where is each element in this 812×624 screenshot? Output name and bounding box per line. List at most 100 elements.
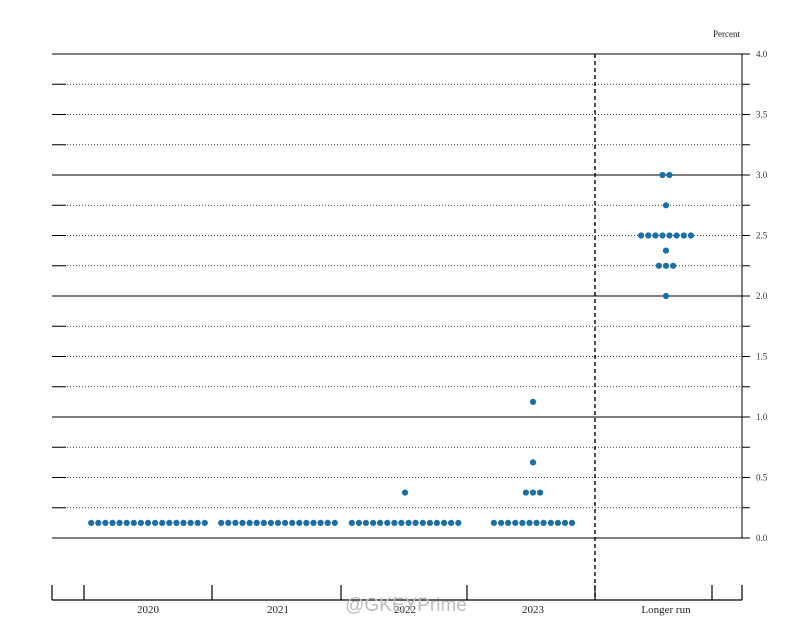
- dot-point: [455, 519, 462, 527]
- dot-point: [662, 247, 670, 254]
- dot-point: [412, 519, 419, 527]
- dot-point: [645, 232, 652, 239]
- x-axis: 2020 2021 2022 2023 Longer run: [51, 585, 743, 616]
- dot-point: [519, 519, 526, 527]
- y-tick-label: 1.5: [756, 352, 768, 362]
- dot-point: [666, 171, 673, 179]
- dot-point: [137, 519, 144, 527]
- dot-point: [289, 519, 296, 527]
- dot-point: [116, 519, 123, 527]
- x-category-label: 2020: [137, 604, 160, 616]
- dot-point: [540, 519, 547, 527]
- dot-point: [331, 519, 338, 527]
- dot-point: [303, 519, 310, 527]
- dot-point: [377, 519, 384, 527]
- dot-point: [673, 232, 680, 239]
- dot-point: [218, 519, 225, 527]
- dot-point: [246, 519, 253, 527]
- dot-point: [194, 519, 201, 527]
- dot-point: [109, 519, 116, 527]
- y-tick-label: 0.5: [756, 473, 768, 483]
- dot-point: [670, 262, 677, 269]
- y-tick-label: 1.0: [756, 412, 768, 422]
- dot-point: [547, 519, 554, 527]
- dot-point: [384, 519, 391, 527]
- dot-point: [490, 519, 497, 527]
- dot-point: [324, 519, 331, 527]
- dot-point: [123, 519, 130, 527]
- dot-point: [561, 519, 569, 527]
- dot-point: [687, 232, 695, 239]
- dot-point: [355, 519, 362, 527]
- dot-point: [526, 519, 533, 527]
- dot-point: [529, 489, 537, 496]
- dots: [88, 171, 695, 527]
- dot-point: [522, 489, 530, 496]
- dot-point: [659, 232, 666, 239]
- dot-point: [568, 519, 576, 527]
- dot-point: [282, 519, 289, 527]
- dot-point: [554, 519, 562, 527]
- dot-point: [662, 292, 670, 300]
- dot-point: [260, 519, 267, 527]
- dot-point: [159, 519, 166, 527]
- dot-point: [317, 519, 324, 527]
- dot-point: [239, 519, 246, 527]
- gridlines: [52, 53, 742, 539]
- dot-point: [152, 519, 159, 527]
- y-tick-label: 3.5: [756, 110, 768, 120]
- y-tick-label: 4.0: [756, 49, 768, 59]
- dot-point: [498, 519, 505, 527]
- y-tick-label: 3.0: [756, 170, 768, 180]
- watermark-text: @GKEYPrime: [345, 595, 467, 616]
- dot-point: [537, 489, 544, 496]
- dot-point: [398, 519, 405, 527]
- dot-point: [88, 519, 95, 527]
- dot-point: [505, 519, 512, 527]
- dot-point: [267, 519, 274, 527]
- dot-point: [662, 202, 670, 209]
- dot-point: [201, 519, 208, 527]
- dot-point: [441, 519, 448, 527]
- x-category-label: 2023: [522, 604, 545, 616]
- dot-point: [370, 519, 377, 527]
- dot-point: [166, 519, 173, 527]
- dot-point: [405, 519, 412, 527]
- x-category-label: 2021: [267, 604, 289, 616]
- dot-point: [173, 519, 180, 527]
- y-axis: 4.0 3.5 3.0 2.5 2.0 1.5 1.0 0.5 0.0: [52, 49, 768, 543]
- dot-point: [638, 232, 645, 239]
- y-tick-label: 2.5: [756, 231, 768, 241]
- y-tick-label: 0.0: [756, 533, 768, 543]
- dot-point: [652, 232, 659, 239]
- dot-point: [529, 398, 537, 405]
- dot-point: [253, 519, 260, 527]
- dot-point: [144, 519, 152, 527]
- dot-point: [426, 519, 433, 527]
- dot-point: [296, 519, 303, 527]
- dot-point: [655, 262, 663, 269]
- dot-point: [680, 232, 687, 239]
- x-category-label: 2022: [394, 604, 416, 616]
- dot-point: [448, 519, 455, 527]
- dot-point: [666, 232, 673, 239]
- dot-point: [310, 519, 317, 527]
- dot-point: [362, 519, 369, 527]
- dot-point: [102, 519, 109, 527]
- dot-point: [187, 519, 194, 527]
- dot-point: [533, 519, 540, 527]
- y-tick-label: 2.0: [756, 291, 768, 301]
- dot-point: [225, 519, 232, 527]
- dot-point: [419, 519, 426, 527]
- dot-point: [433, 519, 440, 527]
- dot-point: [391, 519, 398, 527]
- dot-point: [274, 519, 282, 527]
- dot-point: [95, 519, 102, 527]
- dot-point: [401, 489, 409, 496]
- y-axis-unit-label: Percent: [713, 29, 740, 39]
- dot-point: [180, 519, 187, 527]
- x-category-label: Longer run: [641, 604, 691, 616]
- dot-point: [659, 171, 666, 179]
- dot-point: [529, 459, 537, 466]
